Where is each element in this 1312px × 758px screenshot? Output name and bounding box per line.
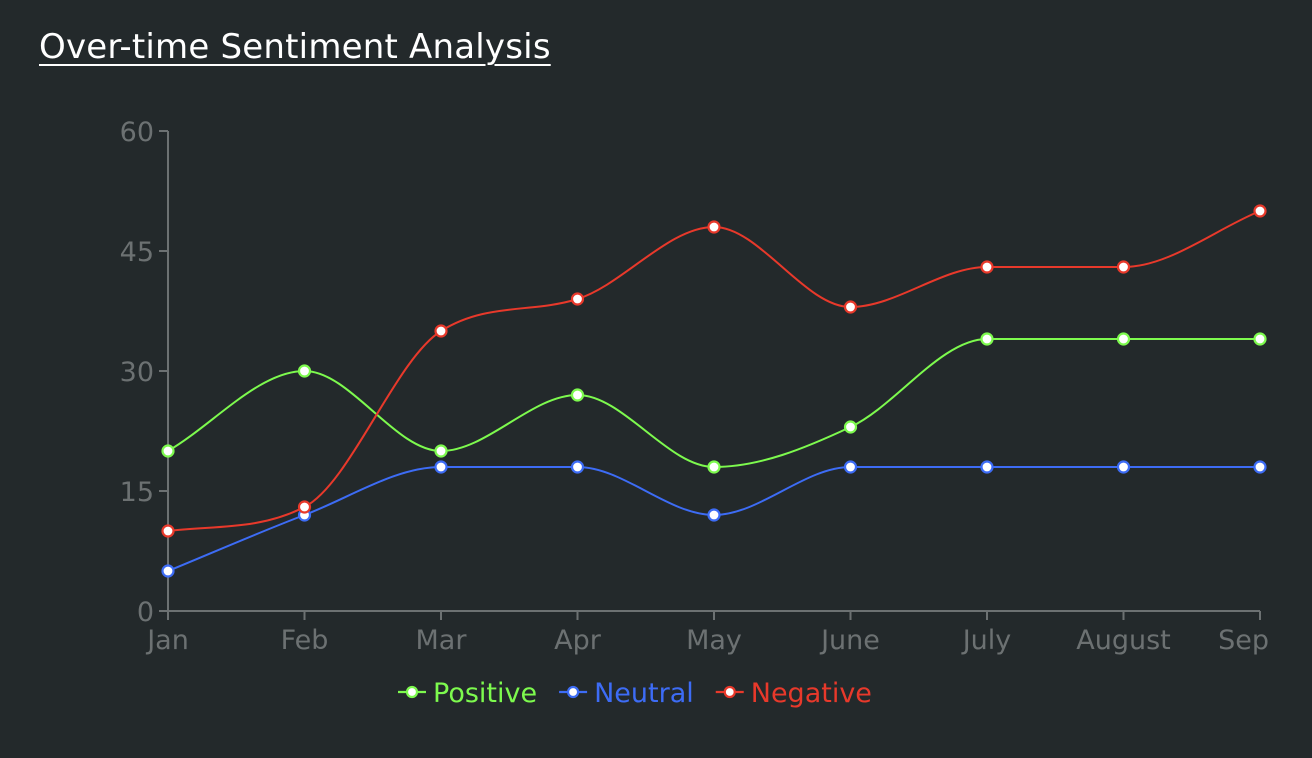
y-tick-label: 15 — [120, 477, 154, 508]
data-point-positive — [845, 422, 856, 433]
data-point-negative — [709, 222, 720, 233]
y-tick-label: 45 — [120, 237, 154, 268]
chart-series — [163, 206, 1266, 577]
data-point-neutral — [845, 462, 856, 473]
x-tick-label: June — [819, 625, 880, 656]
data-point-positive — [436, 446, 447, 457]
x-tick-label: Sep — [1218, 625, 1269, 656]
series-neutral — [163, 462, 1266, 577]
x-tick-label: Jan — [145, 625, 189, 656]
legend-label-neutral: Neutral — [594, 678, 694, 709]
data-point-positive — [709, 462, 720, 473]
data-point-neutral — [1118, 462, 1129, 473]
x-tick-label: August — [1076, 625, 1171, 656]
legend-item-neutral[interactable]: Neutral — [559, 678, 694, 709]
data-point-neutral — [572, 462, 583, 473]
x-tick-label: Feb — [281, 625, 329, 656]
data-point-neutral — [436, 462, 447, 473]
series-positive — [163, 334, 1266, 473]
data-point-positive — [1118, 334, 1129, 345]
series-line-negative — [168, 211, 1260, 531]
legend-marker-negative — [725, 687, 735, 697]
data-point-positive — [982, 334, 993, 345]
legend-item-positive[interactable]: Positive — [398, 678, 537, 709]
chart-legend[interactable]: Positive Neutral Negative — [398, 678, 872, 709]
x-tick-label: Apr — [554, 625, 602, 656]
data-point-negative — [1118, 262, 1129, 273]
data-point-neutral — [163, 566, 174, 577]
x-tick-label: July — [961, 625, 1012, 656]
data-point-positive — [299, 366, 310, 377]
data-point-negative — [299, 502, 310, 513]
legend-marker-neutral — [568, 687, 578, 697]
legend-label-positive: Positive — [433, 678, 537, 709]
x-tick-label: May — [686, 625, 742, 656]
data-point-neutral — [1255, 462, 1266, 473]
legend-marker-positive — [407, 687, 417, 697]
y-tick-label: 60 — [120, 117, 154, 148]
data-point-neutral — [709, 510, 720, 521]
data-point-negative — [982, 262, 993, 273]
chart-axes: 0 15 30 45 60 Jan Feb Mar Apr May June July August Se… — [120, 117, 1269, 656]
data-point-positive — [1255, 334, 1266, 345]
y-tick-label: 0 — [137, 597, 154, 628]
data-point-neutral — [982, 462, 993, 473]
y-tick-label: 30 — [120, 357, 154, 388]
data-point-negative — [163, 526, 174, 537]
x-tick-label: Mar — [416, 625, 468, 656]
series-line-positive — [168, 339, 1260, 467]
data-point-negative — [1255, 206, 1266, 217]
legend-label-negative: Negative — [751, 678, 872, 709]
data-point-negative — [572, 294, 583, 305]
data-point-positive — [572, 390, 583, 401]
data-point-negative — [436, 326, 447, 337]
legend-item-negative[interactable]: Negative — [716, 678, 872, 709]
series-negative — [163, 206, 1266, 537]
data-point-positive — [163, 446, 174, 457]
data-point-negative — [845, 302, 856, 313]
